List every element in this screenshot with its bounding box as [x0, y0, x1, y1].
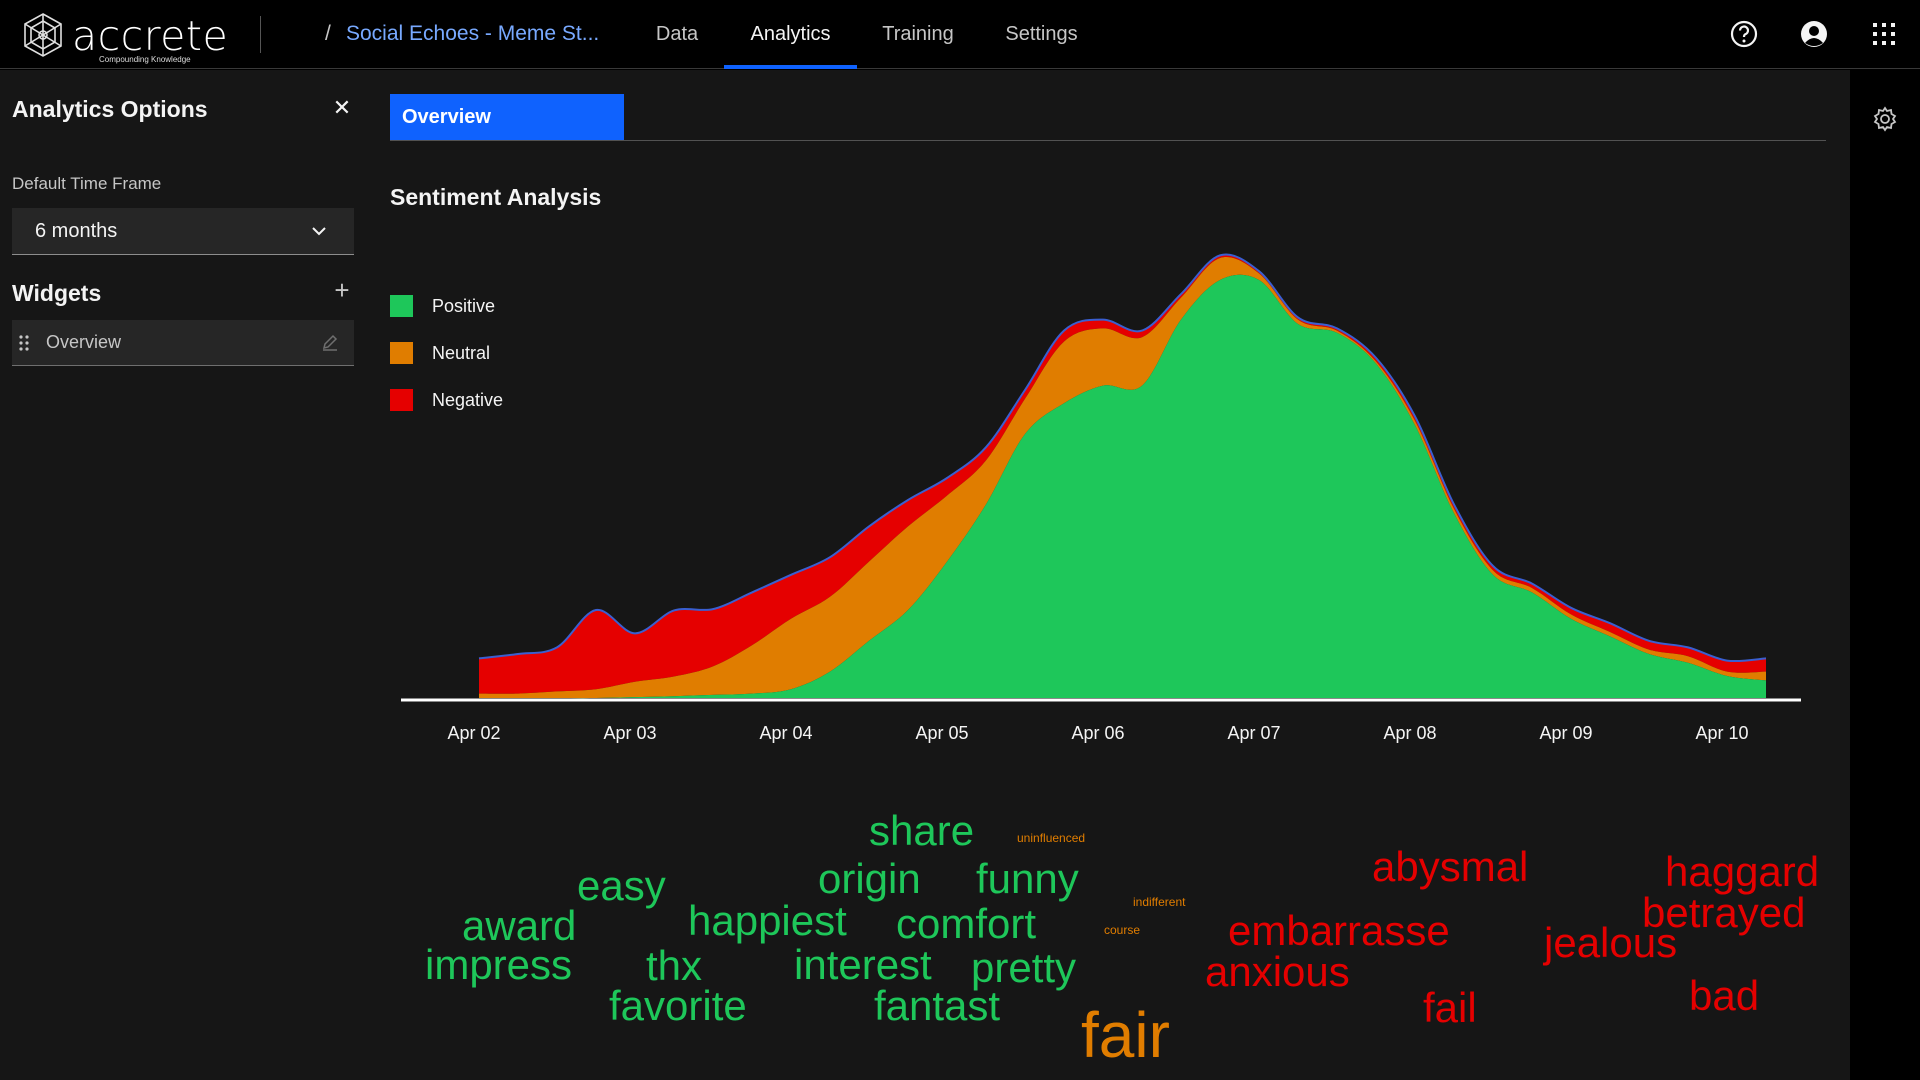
logo-tagline: Compounding Knowledge: [99, 55, 191, 64]
analytics-options-panel: Analytics Options ✕ Default Time Frame 6…: [0, 70, 368, 1080]
tab-analytics[interactable]: Analytics: [724, 0, 857, 69]
breadcrumb-separator: /: [325, 22, 331, 45]
word-cloud-term: anxious: [1205, 948, 1350, 995]
word-cloud-term: impress: [425, 941, 573, 988]
word-cloud-term: easy: [577, 862, 666, 909]
x-tick-label: Apr 05: [915, 723, 968, 743]
word-cloud-term: happiest: [688, 897, 847, 944]
tab-settings[interactable]: Settings: [1005, 23, 1078, 45]
widget-item-overview[interactable]: Overview: [12, 320, 354, 366]
breadcrumb-project-link[interactable]: Social Echoes - Meme St...: [346, 22, 600, 45]
app-switcher-icon[interactable]: [1868, 18, 1900, 50]
x-tick-label: Apr 09: [1539, 723, 1592, 743]
x-tick-label: Apr 10: [1695, 723, 1748, 743]
x-tick-label: Apr 02: [447, 723, 500, 743]
area-positive[interactable]: [479, 274, 1766, 699]
gear-icon[interactable]: [1872, 106, 1898, 132]
word-cloud-term: jealous: [1544, 919, 1678, 966]
x-tick-label: Apr 06: [1071, 723, 1124, 743]
drag-handle-icon[interactable]: [18, 334, 30, 352]
edit-icon[interactable]: [320, 332, 340, 352]
word-cloud-term: fail: [1423, 984, 1477, 1031]
word-cloud-term: abysmal: [1372, 843, 1529, 890]
nav-divider: [260, 16, 261, 53]
chart-areas: [478, 253, 1767, 699]
word-cloud-term: thx: [646, 942, 703, 989]
user-avatar-icon[interactable]: [1798, 18, 1830, 50]
word-cloud-term: comfort: [896, 900, 1037, 947]
word-cloud-term: share: [869, 807, 975, 854]
word-cloud-term: haggard: [1665, 848, 1820, 895]
word-cloud-term: fair: [1081, 999, 1170, 1071]
area-neutral[interactable]: [479, 257, 1766, 699]
word-cloud-term: award: [462, 902, 577, 949]
sentiment-title: Sentiment Analysis: [390, 184, 602, 210]
legend-item-negative[interactable]: Negative: [390, 389, 530, 436]
widgets-heading: Widgets: [12, 280, 102, 306]
analytics-main: Overview Sentiment Analysis Apr 02 Apr 03…: [368, 70, 1850, 1080]
logo-hex-icon: [24, 13, 62, 57]
tab-training[interactable]: Training: [882, 23, 954, 45]
x-axis-ticks: Apr 02 Apr 03 Apr 04 Apr 05 Apr 06 Apr 07 Apr …: [447, 723, 1748, 743]
word-cloud-term: origin: [818, 855, 921, 902]
x-tick-label: Apr 08: [1383, 723, 1436, 743]
top-nav: accrete Compounding Knowledge / Social E…: [0, 0, 1920, 69]
word-cloud-term: fantast: [874, 982, 1001, 1029]
legend-label-positive: Positive: [432, 296, 496, 316]
word-cloud-term: interest: [794, 941, 932, 988]
word-cloud-term: indifferent: [1133, 895, 1186, 909]
legend-item-positive[interactable]: Positive: [390, 295, 530, 342]
word-cloud-term: course: [1104, 923, 1141, 937]
word-cloud-term: embarrasse: [1228, 907, 1450, 954]
accrete-logo[interactable]: accrete Compounding Knowledge: [22, 10, 228, 64]
word-cloud-term: pretty: [971, 944, 1077, 991]
right-rail: [1850, 70, 1920, 1080]
legend-label-negative: Negative: [432, 390, 504, 410]
sentiment-area-chart: Apr 02 Apr 03 Apr 04 Apr 05 Apr 06 Apr 07 Apr …: [401, 253, 1801, 743]
chart-legend: Positive Neutral Negative: [390, 295, 530, 436]
dashboard-tabs: Overview: [390, 94, 1826, 141]
x-tick-label: Apr 07: [1227, 723, 1280, 743]
time-frame-value: 6 months: [35, 220, 118, 242]
chevron-down-icon: [312, 227, 326, 236]
word-cloud-term: betrayed: [1642, 889, 1806, 936]
x-tick-label: Apr 03: [603, 723, 656, 743]
legend-label-neutral: Neutral: [432, 343, 491, 363]
panel-title: Analytics Options: [12, 96, 208, 122]
word-cloud-term: uninfluenced: [1017, 831, 1086, 845]
area-negative[interactable]: [479, 254, 1766, 694]
word-cloud-term: favorite: [609, 982, 747, 1029]
legend-swatch-positive: [390, 295, 413, 317]
x-tick-label: Apr 04: [759, 723, 812, 743]
word-cloud-term: bad: [1689, 972, 1760, 1019]
word-cloud-term: funny: [976, 855, 1079, 902]
logo-wordmark: accrete: [72, 12, 229, 60]
tab-data[interactable]: Data: [655, 23, 699, 45]
time-frame-label: Default Time Frame: [12, 174, 162, 193]
widget-label: Overview: [46, 332, 122, 352]
help-icon[interactable]: [1728, 18, 1760, 50]
total-outline: [478, 253, 1767, 663]
legend-swatch-neutral: [390, 342, 413, 364]
time-frame-dropdown[interactable]: 6 months: [12, 208, 354, 255]
close-icon[interactable]: ✕: [332, 95, 352, 120]
tab-overview[interactable]: Overview: [390, 94, 624, 140]
legend-item-neutral[interactable]: Neutral: [390, 342, 530, 389]
add-widget-icon[interactable]: +: [334, 275, 350, 305]
legend-swatch-negative: [390, 389, 413, 411]
